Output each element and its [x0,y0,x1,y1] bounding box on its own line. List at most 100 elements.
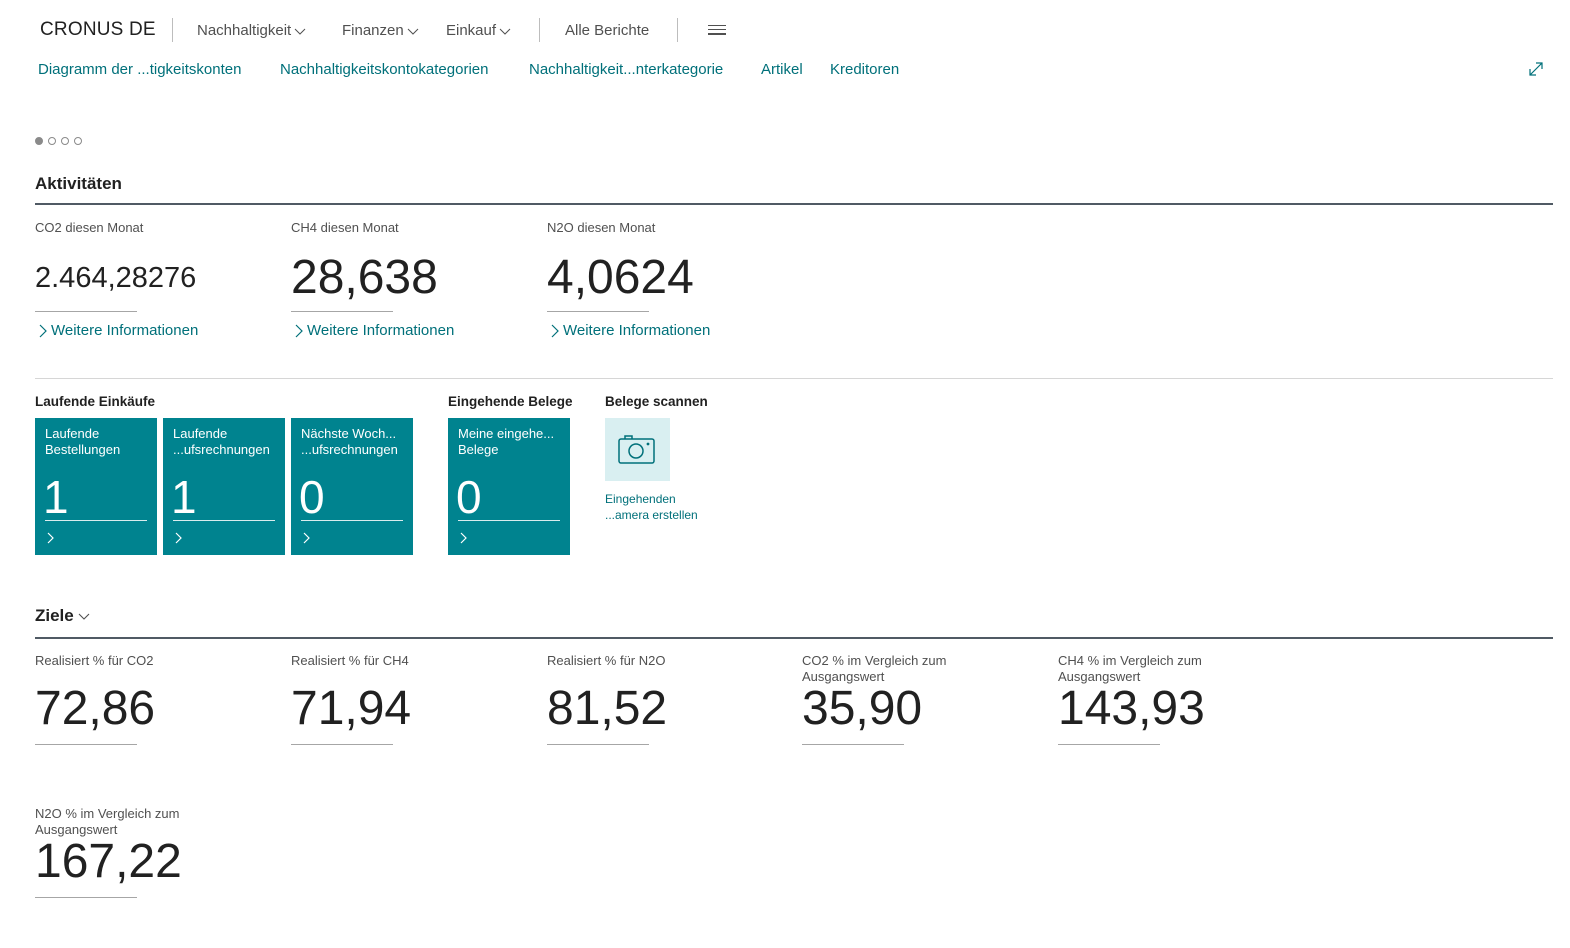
cue-value[interactable]: 167,22 [35,835,182,888]
menu-label: Nachhaltigkeit [197,22,292,39]
tile-open-invoices[interactable]: Laufende ...ufsrechnungen 1 [163,418,285,555]
chevron-right-icon [39,324,47,337]
tile-divider [173,520,275,521]
nav-separator [677,18,678,42]
scan-document-link[interactable]: Eingehenden ...amera erstellen [605,492,698,522]
action-account-categories[interactable]: Nachhaltigkeitskontokategorien [280,61,489,78]
tile-divider [301,520,403,521]
more-info-link[interactable]: Weitere Informationen [293,322,454,339]
page-dot-1[interactable] [35,137,43,145]
tile-value: 1 [43,471,69,523]
menu-nachhaltigkeit[interactable]: Nachhaltigkeit [197,22,306,39]
scan-document-tile[interactable] [605,418,670,481]
camera-icon [618,435,655,464]
tile-value: 0 [456,471,482,523]
menu-einkauf[interactable]: Einkauf [446,22,511,39]
cue-value[interactable]: 28,638 [291,251,438,304]
cue-label: Realisiert % für CH4 [291,653,409,668]
action-vendors[interactable]: Kreditoren [830,61,900,78]
section-divider [35,203,1553,205]
chevron-down-icon [499,28,511,35]
cue-underline [547,744,649,745]
action-chart-of-accounts[interactable]: Diagramm der ...tigkeitskonten [38,61,242,78]
tile-divider [45,520,147,521]
cue-value[interactable]: 143,93 [1058,682,1205,735]
goals-title: Ziele [35,606,74,625]
all-reports-link[interactable]: Alle Berichte [565,22,650,39]
cue-label: N2O % im Vergleich zum Ausgangswert [35,806,180,837]
more-info-label: Weitere Informationen [307,322,455,339]
chevron-right-icon [460,532,467,544]
cue-underline [802,744,904,745]
group-label-purchases: Laufende Einkäufe [35,394,156,409]
tile-label: Laufende ...ufsrechnungen [173,426,270,457]
cue-ch4-vs-baseline: CH4 % im Vergleich zum Ausgangswert 143,9… [1058,653,1298,748]
group-label-scan: Belege scannen [605,394,708,409]
cue-label: CH4 % im Vergleich zum Ausgangswert [1058,653,1202,684]
company-name[interactable]: CRONUS DE [40,19,156,40]
page-dot-4[interactable] [74,137,82,145]
cue-co2-month: CO2 diesen Monat 2.464,28276 Weitere Inf… [35,220,275,350]
cue-underline [35,311,137,312]
menu-label: Finanzen [342,22,404,39]
cue-value[interactable]: 4,0624 [547,251,694,304]
cue-label: Realisiert % für CO2 [35,653,154,668]
nav-separator [172,18,173,42]
group-divider [35,378,1553,379]
tile-divider [458,520,560,521]
chevron-down-icon [407,28,419,35]
chevron-right-icon [47,532,54,544]
more-info-link[interactable]: Weitere Informationen [37,322,198,339]
chevron-down-icon [294,28,306,35]
chevron-right-icon [551,324,559,337]
goals-title-toggle[interactable]: Ziele [35,606,91,626]
cue-realized-ch4: Realisiert % für CH4 71,94 [291,653,531,748]
cue-value[interactable]: 81,52 [547,682,668,735]
activities-title: Aktivitäten [35,174,122,193]
cue-label: CO2 % im Vergleich zum Ausgangswert [802,653,947,684]
tile-open-orders[interactable]: Laufende Bestellungen 1 [35,418,157,555]
action-account-subcategory[interactable]: Nachhaltigkeit...nterkategorie [529,61,724,78]
more-info-label: Weitere Informationen [51,322,199,339]
tile-value: 1 [171,471,197,523]
cue-underline [291,744,393,745]
tile-next-week-invoices[interactable]: Nächste Woch... ...ufsrechnungen 0 [291,418,413,555]
cue-value[interactable]: 2.464,28276 [35,262,197,294]
chevron-down-icon [78,613,90,620]
action-items[interactable]: Artikel [761,61,803,78]
cue-underline [291,311,393,312]
page-dot-2[interactable] [48,137,56,145]
cue-value[interactable]: 71,94 [291,682,412,735]
expand-icon[interactable] [1527,60,1545,78]
cue-underline [1058,744,1160,745]
menu-label: Einkauf [446,22,497,39]
page-indicator [35,137,82,145]
cue-underline [35,744,137,745]
cue-label: Realisiert % für N2O [547,653,666,668]
action-bar: Diagramm der ...tigkeitskonten Nachhalti… [0,58,1570,84]
cue-n2o-vs-baseline: N2O % im Vergleich zum Ausgangswert 167,2… [35,806,275,901]
cue-value[interactable]: 35,90 [802,682,923,735]
menu-finanzen[interactable]: Finanzen [342,22,419,39]
tile-my-incoming-documents[interactable]: Meine eingehe... Belege 0 [448,418,570,555]
cue-realized-n2o: Realisiert % für N2O 81,52 [547,653,787,748]
group-label-incoming: Eingehende Belege [448,394,573,409]
section-divider [35,637,1553,639]
cue-label: CH4 diesen Monat [291,220,399,235]
more-info-label: Weitere Informationen [563,322,711,339]
chevron-right-icon [175,532,182,544]
cue-n2o-month: N2O diesen Monat 4,0624 Weitere Informat… [547,220,787,350]
cue-value[interactable]: 72,86 [35,682,156,735]
chevron-right-icon [303,532,310,544]
more-info-link[interactable]: Weitere Informationen [549,322,710,339]
page-dot-3[interactable] [61,137,69,145]
tile-label: Meine eingehe... Belege [458,426,555,457]
cue-underline [547,311,649,312]
nav-separator [539,18,540,42]
cue-label: N2O diesen Monat [547,220,656,235]
cue-underline [35,897,137,898]
cue-ch4-month: CH4 diesen Monat 28,638 Weitere Informat… [291,220,531,350]
top-navigation: CRONUS DE Nachhaltigkeit Finanzen Einkau… [0,0,1570,62]
cue-realized-co2: Realisiert % für CO2 72,86 [35,653,275,748]
hamburger-menu-icon[interactable] [708,25,726,37]
